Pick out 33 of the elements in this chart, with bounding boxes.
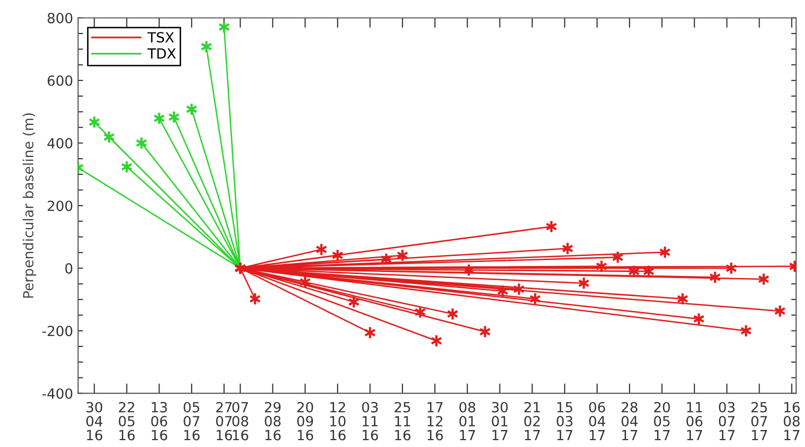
x-tick-label: 15 03 17 <box>556 402 572 440</box>
x-tick-label: 12 10 16 <box>330 402 346 440</box>
y-tick-label: 400 <box>47 138 72 149</box>
y-tick-label: 600 <box>48 75 72 86</box>
x-tick-label: 16 08 17 <box>784 402 800 440</box>
y-tick-label: 800 <box>48 12 72 24</box>
x-tick-label: 30 01 17 <box>492 402 508 440</box>
legend-label: TDX <box>147 48 176 59</box>
x-tick-label: 08 01 17 <box>459 402 476 440</box>
x-tick-label: 06 04 17 <box>589 402 606 440</box>
x-tick-label: 13 06 16 <box>151 402 168 440</box>
x-tick-label: 27 07 16 <box>216 402 232 440</box>
y-tick-label: -200 <box>42 326 72 336</box>
legend-label: TSX <box>147 32 174 43</box>
x-tick-label: 11 06 17 <box>686 402 702 440</box>
x-tick-label: 25 07 17 <box>751 402 767 440</box>
x-tick-label: 22 05 16 <box>118 402 135 440</box>
x-tick-label: 07 08 16 <box>232 402 248 440</box>
x-tick-label: 20 05 17 <box>654 402 670 440</box>
x-tick-label: 03 11 16 <box>362 402 378 440</box>
x-tick-label: 05 07 16 <box>184 402 200 440</box>
x-tick-label: 28 04 17 <box>622 402 638 440</box>
x-tick-label: 21 02 17 <box>524 402 540 440</box>
x-tick-label: 20 09 16 <box>297 402 314 440</box>
x-tick-label: 25 11 16 <box>394 402 410 440</box>
y-tick-label: 0 <box>65 263 72 274</box>
y-axis-title: Perpendicular baseline (m) <box>22 113 36 298</box>
y-tick-label: 200 <box>48 200 72 212</box>
y-tick-label: -400 <box>42 388 72 399</box>
x-tick-label: 29 08 16 <box>264 402 281 440</box>
x-tick-label: 30 04 16 <box>86 402 102 440</box>
x-tick-label: 03 07 17 <box>718 402 735 440</box>
x-tick-label: 17 12 16 <box>428 402 443 440</box>
